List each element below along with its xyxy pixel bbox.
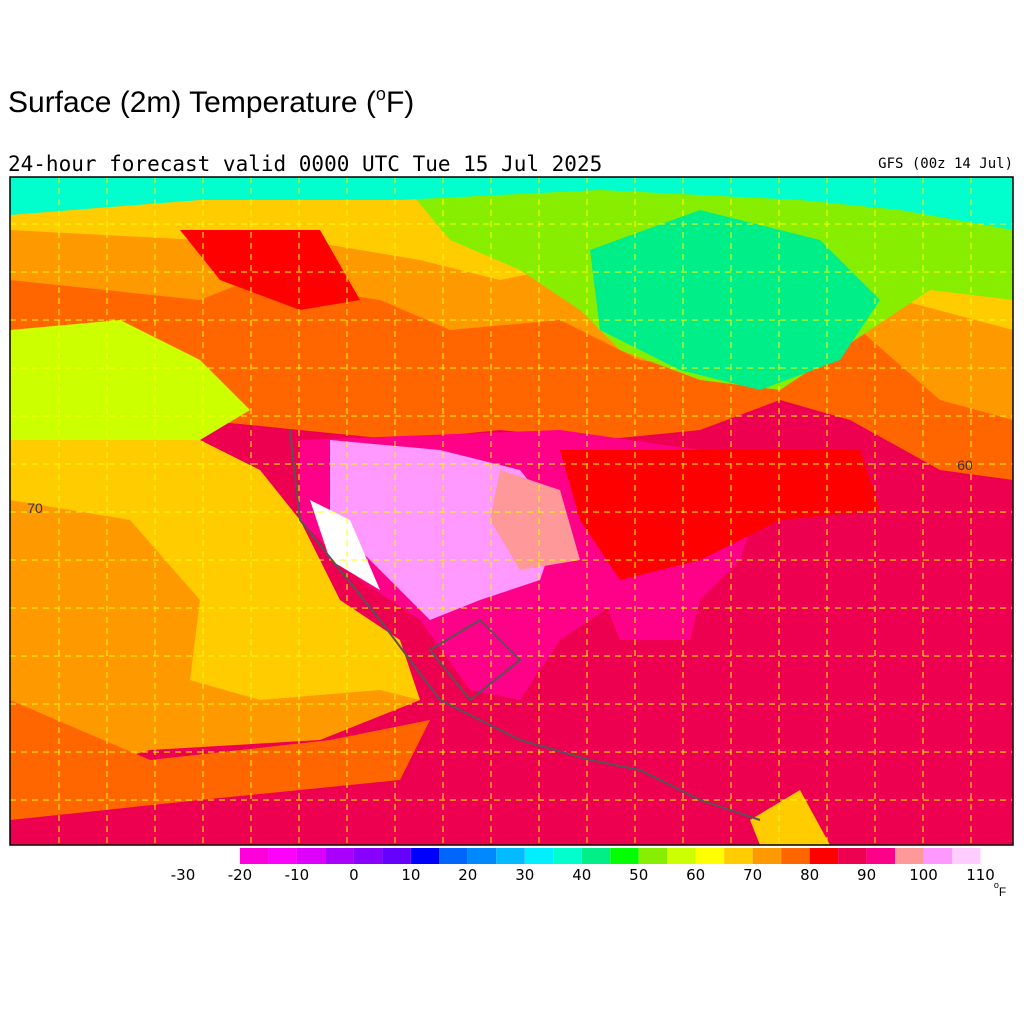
title-text: Surface (2m) Temperature ( — [8, 86, 376, 119]
colorbar: -30 -20 -10 0 10 20 30 40 50 60 70 80 90 100 110 — [171, 848, 1009, 884]
coastline — [289, 429, 761, 821]
colorbar-bin — [524, 848, 554, 864]
map — [10, 177, 1013, 845]
colorbar-tick-label: 70 — [743, 866, 762, 884]
colorbar-bin — [439, 848, 468, 864]
colorbar-tick-label: 60 — [686, 866, 705, 884]
colorbar-unit: oF — [994, 880, 1006, 899]
colorbar-tick-label: -20 — [228, 866, 253, 884]
colorbar-bin — [496, 848, 525, 864]
colorbar-tick-label: 50 — [629, 866, 648, 884]
graticule — [10, 177, 1013, 845]
colorbar-bin — [695, 848, 725, 864]
colorbar-bin — [410, 848, 440, 864]
colorbar-bin — [952, 848, 981, 864]
title-suffix: F) — [386, 86, 414, 119]
colorbar-tick-label: 110 — [966, 866, 995, 884]
title: Surface (2m) Temperature (oF) — [8, 84, 414, 119]
colorbar-bin — [895, 848, 924, 864]
subtitle: 24-hour forecast valid 0000 UTC Tue 15 J… — [8, 152, 602, 176]
colorbar-tick-label: 10 — [401, 866, 420, 884]
unit-text: F — [999, 885, 1006, 899]
colorbar-bin — [752, 848, 782, 864]
unit-sup: o — [994, 880, 999, 890]
colorbar-bin — [866, 848, 896, 864]
colorbar-tick-label: 0 — [349, 866, 359, 884]
colorbar-bin — [325, 848, 354, 864]
colorbar-bin — [638, 848, 668, 864]
colorbar-tick-label: 30 — [515, 866, 534, 884]
colorbar-bin — [239, 848, 269, 864]
colorbar-bin — [353, 848, 383, 864]
colorbar-tick-label: 90 — [857, 866, 876, 884]
colorbar-bin — [268, 848, 297, 864]
colorbar-tick-label: 20 — [458, 866, 477, 884]
colorbar-bin — [923, 848, 953, 864]
colorbar-bin — [667, 848, 696, 864]
colorbar-bin — [610, 848, 639, 864]
colorbar-tick-label: -30 — [171, 866, 196, 884]
map-frame — [9, 176, 1014, 846]
colorbar-tick-label: 40 — [572, 866, 591, 884]
colorbar-bin — [467, 848, 497, 864]
colorbar-bin — [980, 848, 1009, 864]
title-sup: o — [376, 84, 386, 104]
colorbar-bin — [809, 848, 839, 864]
contour-label: 60 — [957, 457, 973, 473]
colorbar-bin — [781, 848, 810, 864]
colorbar-bin — [296, 848, 326, 864]
colorbar-bin — [838, 848, 867, 864]
colorbar-bin — [553, 848, 582, 864]
colorbar-bin — [724, 848, 753, 864]
colorbar-bin — [382, 848, 411, 864]
contour-label: 70 — [27, 500, 43, 516]
colorbar-tick-label: -10 — [285, 866, 310, 884]
model-label: GFS (00z 14 Jul) — [878, 156, 1013, 172]
colorbar-tick-label: 100 — [909, 866, 938, 884]
colorbar-bin — [581, 848, 611, 864]
colorbar-tick-label: 80 — [800, 866, 819, 884]
